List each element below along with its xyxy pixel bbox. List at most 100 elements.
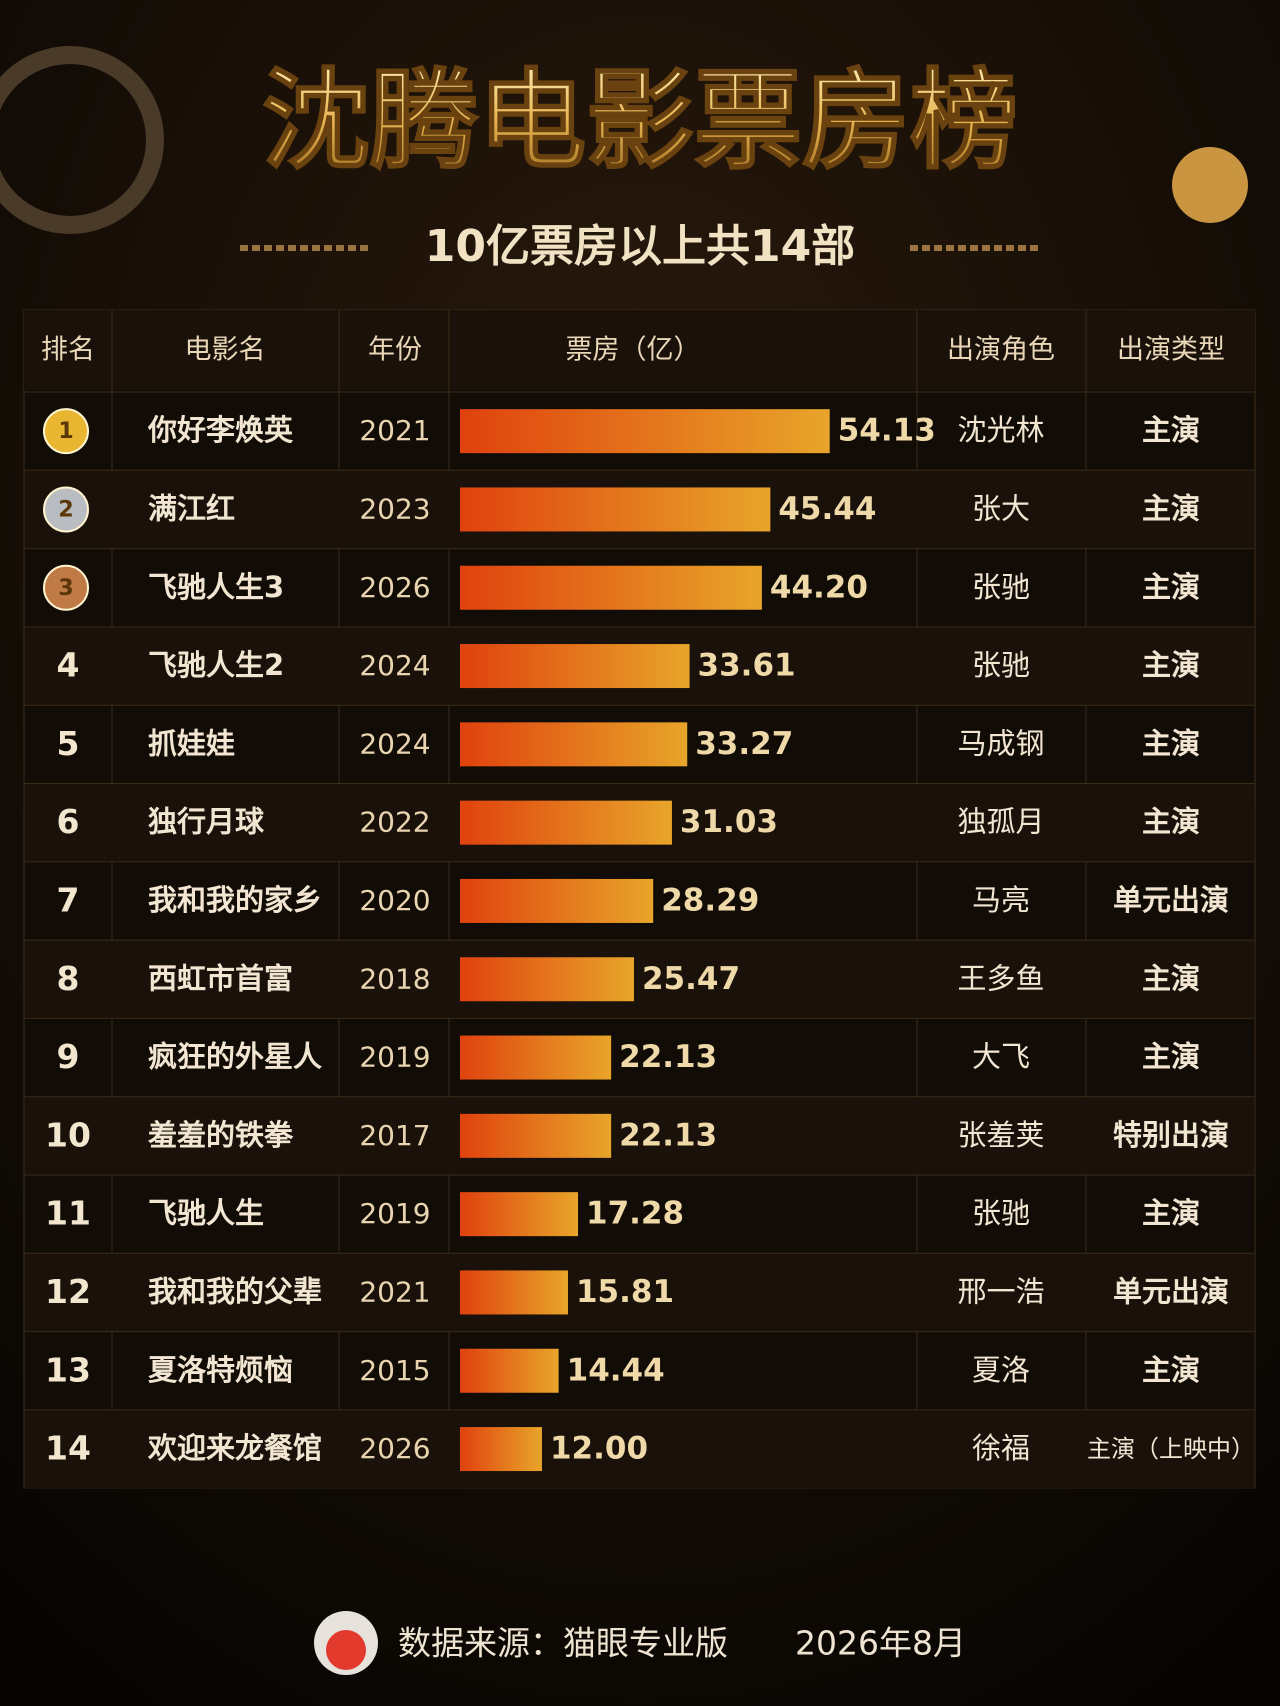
year: 2024 <box>359 649 430 682</box>
movie-title: 满江红 <box>148 491 235 525</box>
bar <box>460 565 762 610</box>
role-type: 主演 <box>1142 1353 1200 1387</box>
rank: 14 <box>45 1429 91 1468</box>
movie-title: 你好李焕英 <box>147 413 294 447</box>
date: 2026年8月 <box>795 1624 966 1663</box>
rank: 10 <box>45 1115 91 1154</box>
role: 张羞荚 <box>957 1118 1044 1152</box>
bar <box>460 1113 612 1158</box>
data-source: 数据来源：猫眼专业版 <box>398 1624 728 1663</box>
bar <box>460 644 690 689</box>
movie-title: 独行月球 <box>148 805 265 839</box>
year: 2026 <box>359 1432 430 1465</box>
year: 2018 <box>359 962 430 995</box>
row-band <box>25 1253 1254 1332</box>
value-label: 22.13 <box>619 1117 717 1153</box>
year: 2019 <box>359 1041 430 1074</box>
movie-title: 飞驰人生2 <box>148 648 284 682</box>
year: 2021 <box>359 1275 430 1308</box>
role: 张驰 <box>972 648 1030 682</box>
bar <box>460 1035 612 1080</box>
rank: 6 <box>57 802 80 841</box>
year: 2021 <box>359 414 430 447</box>
value-label: 45.44 <box>778 491 876 527</box>
role-type: 主演 <box>1142 726 1200 760</box>
role-type: 主演 <box>1142 570 1200 604</box>
value-label: 25.47 <box>642 961 740 997</box>
movie-title: 飞驰人生 <box>148 1196 264 1230</box>
role-type: 主演 <box>1142 491 1200 525</box>
rank: 4 <box>57 646 80 685</box>
role-type: 主演（上映中） <box>1087 1435 1255 1463</box>
spotlight <box>1172 147 1248 223</box>
bar <box>460 1270 568 1315</box>
value-label: 54.13 <box>838 413 936 449</box>
year: 2026 <box>359 571 430 604</box>
movie-title: 飞驰人生3 <box>148 570 284 604</box>
row-band <box>25 1409 1254 1489</box>
bar <box>460 878 654 923</box>
role: 张驰 <box>972 1196 1030 1230</box>
column-header: 排名 <box>41 335 95 366</box>
subtitle: 10亿票房以上共14部 <box>425 221 855 272</box>
role: 徐福 <box>972 1431 1030 1465</box>
role: 王多鱼 <box>957 961 1044 995</box>
year: 2020 <box>359 884 430 917</box>
role-type: 主演 <box>1142 413 1200 447</box>
medal <box>43 564 89 611</box>
bar <box>460 722 688 767</box>
value-label: 14.44 <box>567 1352 665 1388</box>
value-label: 12.00 <box>550 1431 648 1467</box>
role: 独孤月 <box>957 805 1044 839</box>
value-label: 22.13 <box>619 1039 717 1075</box>
rank: 1 <box>58 419 73 444</box>
role: 马成钢 <box>957 726 1044 760</box>
year: 2015 <box>359 1354 430 1387</box>
film-reel <box>0 46 164 234</box>
bar <box>460 1192 579 1237</box>
year: 2024 <box>359 727 430 760</box>
role-type: 主演 <box>1142 1196 1200 1230</box>
role-type: 主演 <box>1142 648 1200 682</box>
row-band <box>25 1096 1254 1175</box>
value-label: 33.61 <box>698 648 796 684</box>
movie-title: 我和我的家乡 <box>148 883 322 917</box>
table-header <box>24 310 1255 390</box>
column-header: 出演类型 <box>1117 335 1225 366</box>
role-type: 单元出演 <box>1113 883 1229 917</box>
rank: 11 <box>45 1194 91 1233</box>
movie-title: 疯狂的外星人 <box>148 1040 322 1074</box>
value-label: 15.81 <box>576 1274 674 1310</box>
column-header: 年份 <box>368 335 422 366</box>
rank: 3 <box>58 576 73 601</box>
rank: 2 <box>58 497 73 522</box>
role-type: 主演 <box>1142 805 1200 839</box>
movie-title: 羞羞的铁拳 <box>147 1118 294 1152</box>
role-type: 主演 <box>1142 1040 1200 1074</box>
role: 沈光林 <box>957 413 1044 447</box>
year: 2023 <box>359 492 430 525</box>
role-type: 单元出演 <box>1113 1274 1229 1308</box>
role: 张驰 <box>972 570 1030 604</box>
value-label: 31.03 <box>680 804 778 840</box>
role: 张大 <box>972 491 1030 525</box>
rank: 8 <box>57 959 80 998</box>
maoyan-logo-face <box>326 1630 366 1670</box>
rank: 5 <box>57 724 80 763</box>
role: 夏洛 <box>972 1353 1030 1387</box>
row-band <box>25 940 1254 1019</box>
value-label: 17.28 <box>586 1196 684 1232</box>
rank: 12 <box>45 1272 91 1311</box>
bar <box>460 800 672 845</box>
value-label: 33.27 <box>695 726 793 762</box>
bar <box>460 487 771 532</box>
movie-title: 我和我的父辈 <box>148 1274 322 1308</box>
role-type: 主演 <box>1142 961 1200 995</box>
rank: 13 <box>45 1350 91 1389</box>
movie-title: 夏洛特烦恼 <box>148 1353 293 1387</box>
medal <box>43 486 89 533</box>
year: 2019 <box>359 1197 430 1230</box>
title: 沈腾电影票房榜 <box>262 59 1018 184</box>
year: 2022 <box>359 806 430 839</box>
bar <box>460 1348 559 1393</box>
